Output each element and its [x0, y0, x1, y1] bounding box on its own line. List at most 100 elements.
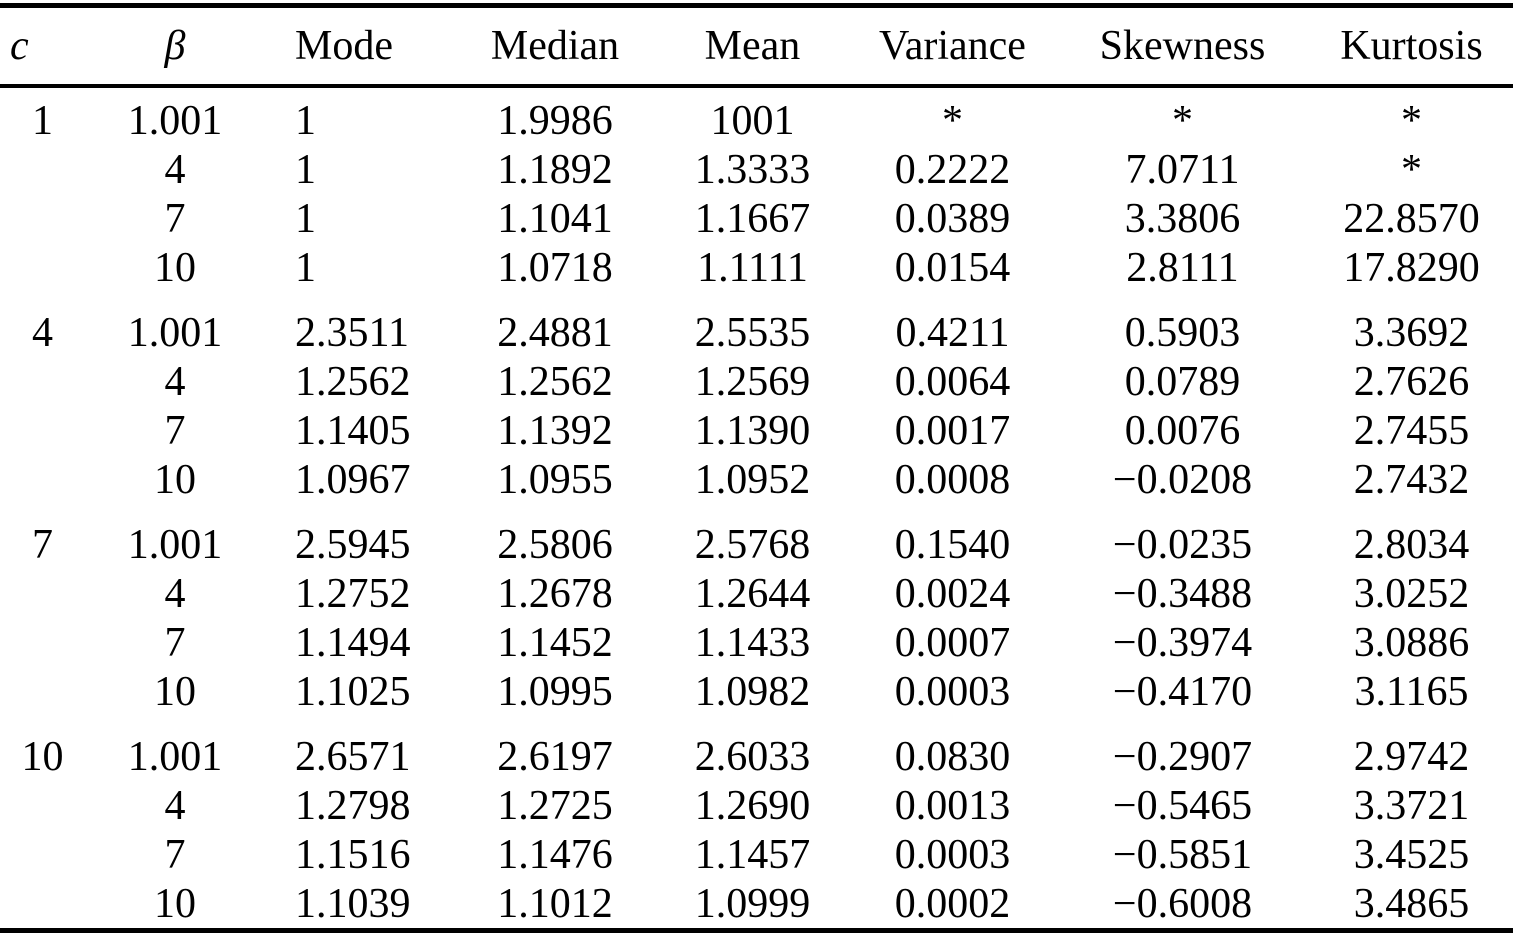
cell-kurtosis: 3.0252	[1353, 570, 1470, 617]
table-row: 10 1.0967 1.0955 1.0952 0.0008 −0.0208 2.7432	[0, 455, 1513, 504]
cell-beta: 4	[164, 146, 186, 193]
cell-c	[0, 569, 85, 618]
table-body: 1 1.001 1 1.9986 1001 * * * 4 1 1.1892 1.3333 0.2222…	[0, 86, 1513, 931]
cell-beta: 7	[164, 195, 186, 242]
col-header-c: c	[0, 5, 85, 88]
cell-median: 1.0995	[497, 668, 613, 715]
cell-mean: 1.1457	[694, 831, 811, 878]
cell-skewness: −0.0235	[1112, 521, 1253, 568]
col-header-skewness: Skewness	[1055, 5, 1310, 88]
cell-mode: 1	[295, 97, 316, 144]
cell-kurtosis: 3.3721	[1353, 782, 1470, 829]
cell-beta: 1.001	[127, 97, 223, 144]
cell-mode: 1.2562	[295, 358, 411, 405]
cell-beta: 10	[154, 668, 196, 715]
cell-median: 1.1041	[497, 195, 613, 242]
col-header-mode: Mode	[265, 5, 455, 88]
cell-variance: *	[942, 97, 963, 144]
cell-kurtosis: *	[1401, 97, 1422, 144]
header-row: c β Mode Median Mean Variance Skewness K…	[0, 5, 1513, 88]
cell-skewness: 0.0076	[1124, 407, 1241, 454]
cell-beta: 1.001	[127, 521, 223, 568]
cell-beta: 10	[154, 244, 196, 291]
cell-skewness: 3.3806	[1124, 195, 1241, 242]
col-header-beta: β	[85, 5, 265, 88]
cell-mean: 1.0982	[694, 668, 811, 715]
cell-c	[0, 455, 85, 504]
cell-mode: 1.1039	[295, 880, 411, 927]
cell-mean: 2.5768	[694, 521, 811, 568]
cell-variance: 0.0064	[894, 358, 1011, 405]
cell-skewness: 2.8111	[1126, 244, 1239, 291]
table-row: 7 1 1.1041 1.1667 0.0389 3.3806 22.8570	[0, 194, 1513, 243]
cell-mean: 1001	[710, 97, 795, 144]
cell-mode: 1.1025	[295, 668, 411, 715]
cell-median: 1.9986	[497, 97, 613, 144]
cell-beta: 10	[154, 456, 196, 503]
cell-mode: 1.1405	[295, 407, 411, 454]
cell-kurtosis: 3.4525	[1353, 831, 1470, 878]
cell-beta: 4	[164, 782, 186, 829]
table-row: 4 1 1.1892 1.3333 0.2222 7.0711 *	[0, 145, 1513, 194]
cell-skewness: −0.3488	[1112, 570, 1253, 617]
cell-mode: 1.0967	[295, 456, 411, 503]
cell-median: 1.1892	[497, 146, 613, 193]
cell-beta: 7	[164, 619, 186, 666]
cell-beta: 1.001	[127, 309, 223, 356]
cell-variance: 0.0013	[894, 782, 1011, 829]
cell-variance: 0.0154	[894, 244, 1011, 291]
table-row: 10 1.001 2.6571 2.6197 2.6033 0.0830 −0.2907 2.…	[0, 716, 1513, 781]
cell-variance: 0.0389	[894, 195, 1011, 242]
cell-mean: 1.1667	[694, 195, 811, 242]
cell-skewness: −0.0208	[1112, 456, 1253, 503]
statistics-table: c β Mode Median Mean Variance Skewness K…	[0, 3, 1513, 933]
cell-median: 1.1452	[497, 619, 613, 666]
cell-kurtosis: 3.4865	[1353, 880, 1470, 927]
cell-skewness: 0.0789	[1124, 358, 1241, 405]
cell-mean: 1.3333	[694, 146, 811, 193]
cell-median: 1.0955	[497, 456, 613, 503]
cell-variance: 0.0003	[894, 668, 1011, 715]
cell-c	[0, 667, 85, 716]
col-header-variance: Variance	[850, 5, 1055, 88]
cell-mode: 2.3511	[295, 309, 409, 356]
cell-kurtosis: 3.1165	[1354, 668, 1469, 715]
cell-c: 7	[32, 521, 53, 568]
cell-skewness: −0.3974	[1112, 619, 1253, 666]
cell-mode: 1	[295, 146, 316, 193]
cell-mode: 2.6571	[295, 733, 411, 780]
cell-variance: 0.0008	[894, 456, 1011, 503]
cell-mean: 1.1111	[697, 244, 808, 291]
cell-kurtosis: 2.8034	[1353, 521, 1470, 568]
cell-kurtosis: 17.8290	[1343, 244, 1480, 291]
cell-median: 2.6197	[497, 733, 613, 780]
cell-mode: 1.2798	[295, 782, 411, 829]
cell-mode: 1.2752	[295, 570, 411, 617]
table-row: 4 1.2798 1.2725 1.2690 0.0013 −0.5465 3.3721	[0, 781, 1513, 830]
cell-mean: 2.6033	[694, 733, 811, 780]
cell-variance: 0.0007	[894, 619, 1011, 666]
table-row: 10 1.1025 1.0995 1.0982 0.0003 −0.4170 3.1165	[0, 667, 1513, 716]
cell-skewness: 0.5903	[1124, 309, 1241, 356]
cell-beta: 4	[164, 570, 186, 617]
cell-median: 1.2562	[497, 358, 613, 405]
cell-mode: 2.5945	[295, 521, 411, 568]
col-header-mean: Mean	[655, 5, 850, 88]
table-header: c β Mode Median Mean Variance Skewness K…	[0, 5, 1513, 88]
cell-median: 1.2678	[497, 570, 613, 617]
cell-c: 10	[21, 733, 64, 780]
cell-beta: 7	[164, 407, 186, 454]
cell-kurtosis: 3.3692	[1353, 309, 1470, 356]
cell-c: 1	[32, 97, 53, 144]
cell-c	[0, 194, 85, 243]
cell-c	[0, 243, 85, 292]
cell-c	[0, 830, 85, 879]
cell-mean: 2.5535	[694, 309, 811, 356]
cell-mean: 1.1433	[694, 619, 811, 666]
cell-median: 1.1012	[497, 880, 613, 927]
cell-beta: 7	[164, 831, 186, 878]
cell-variance: 0.0024	[894, 570, 1011, 617]
table-row: 7 1.1494 1.1452 1.1433 0.0007 −0.3974 3.0886	[0, 618, 1513, 667]
cell-kurtosis: 2.7432	[1353, 456, 1470, 503]
cell-skewness: 7.0711	[1125, 146, 1240, 193]
